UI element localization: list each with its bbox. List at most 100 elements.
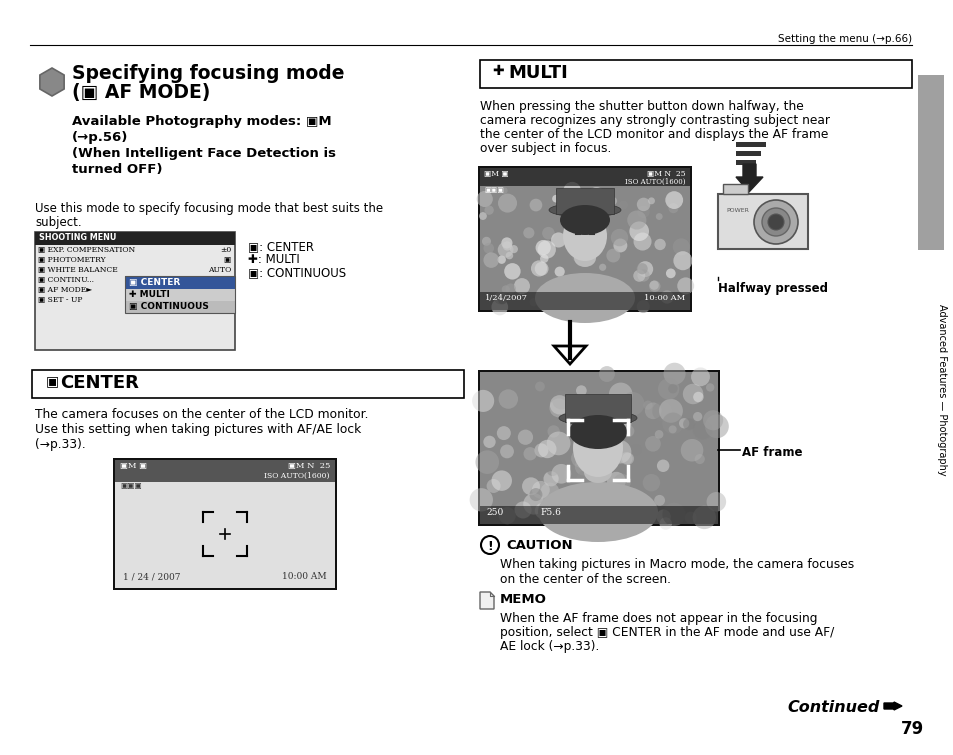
- Polygon shape: [40, 68, 64, 96]
- Ellipse shape: [537, 482, 658, 542]
- Circle shape: [497, 295, 507, 304]
- Circle shape: [607, 440, 631, 464]
- Circle shape: [563, 282, 579, 297]
- Circle shape: [613, 473, 630, 492]
- Circle shape: [567, 399, 587, 418]
- Bar: [479, 506, 718, 524]
- Bar: [479, 60, 911, 88]
- Circle shape: [505, 283, 516, 294]
- Circle shape: [677, 277, 694, 294]
- Text: ▣ AF MODE►: ▣ AF MODE►: [38, 286, 92, 294]
- Ellipse shape: [568, 415, 626, 449]
- Circle shape: [659, 399, 682, 423]
- Text: POWER: POWER: [725, 208, 748, 213]
- Circle shape: [500, 237, 512, 248]
- Circle shape: [561, 300, 580, 319]
- Text: CENTER: CENTER: [60, 374, 139, 392]
- Bar: [115, 460, 335, 588]
- Circle shape: [571, 449, 589, 467]
- Circle shape: [514, 501, 531, 519]
- Text: ▣ CONTINUOUS: ▣ CONTINUOUS: [129, 302, 209, 311]
- Circle shape: [673, 251, 692, 270]
- Circle shape: [627, 211, 646, 230]
- Ellipse shape: [574, 249, 596, 267]
- Circle shape: [497, 193, 517, 213]
- Circle shape: [633, 233, 651, 251]
- Circle shape: [552, 390, 570, 409]
- Circle shape: [592, 450, 608, 466]
- Bar: [479, 292, 689, 310]
- Circle shape: [647, 197, 655, 205]
- Circle shape: [481, 237, 491, 246]
- Circle shape: [615, 513, 625, 524]
- Circle shape: [636, 300, 649, 313]
- Circle shape: [575, 281, 580, 287]
- Text: turned OFF): turned OFF): [71, 163, 162, 176]
- Text: AE lock (→p.33).: AE lock (→p.33).: [499, 640, 598, 653]
- Circle shape: [480, 536, 498, 554]
- Circle shape: [629, 221, 648, 241]
- Ellipse shape: [583, 461, 612, 483]
- Circle shape: [598, 515, 609, 525]
- Text: ▣▣▣: ▣▣▣: [120, 482, 142, 490]
- Circle shape: [549, 395, 569, 414]
- Circle shape: [663, 362, 685, 385]
- Text: Halfway pressed: Halfway pressed: [718, 282, 827, 295]
- Circle shape: [680, 439, 702, 461]
- Bar: [718, 194, 807, 249]
- Text: over subject in focus.: over subject in focus.: [479, 142, 611, 155]
- Circle shape: [598, 263, 605, 271]
- Circle shape: [598, 416, 611, 429]
- Circle shape: [551, 233, 565, 248]
- Circle shape: [576, 469, 599, 493]
- Text: F5.6: F5.6: [539, 508, 560, 517]
- Circle shape: [598, 366, 615, 382]
- Text: When pressing the shutter button down halfway, the: When pressing the shutter button down ha…: [479, 100, 803, 113]
- Circle shape: [532, 481, 549, 499]
- Circle shape: [657, 460, 669, 472]
- Circle shape: [573, 427, 583, 436]
- Circle shape: [664, 191, 682, 209]
- Circle shape: [576, 385, 586, 396]
- Circle shape: [608, 282, 620, 294]
- Circle shape: [684, 512, 696, 524]
- Circle shape: [535, 240, 550, 255]
- Circle shape: [509, 245, 517, 253]
- Circle shape: [704, 414, 728, 438]
- Circle shape: [609, 197, 617, 205]
- Circle shape: [672, 239, 689, 255]
- Circle shape: [498, 390, 517, 408]
- Text: ISO AUTO(1600): ISO AUTO(1600): [264, 472, 330, 480]
- Text: ▣M N  25: ▣M N 25: [287, 462, 330, 470]
- Circle shape: [587, 224, 605, 242]
- Text: MULTI: MULTI: [507, 64, 567, 82]
- Bar: [125, 276, 234, 313]
- Text: ▣ WHITE BALANCE: ▣ WHITE BALANCE: [38, 266, 117, 274]
- Circle shape: [565, 493, 583, 512]
- Text: ▣ CONTINU...: ▣ CONTINU...: [38, 276, 94, 284]
- Text: AF frame: AF frame: [741, 446, 801, 459]
- Circle shape: [537, 240, 556, 259]
- Circle shape: [575, 450, 593, 468]
- Text: ▣: CONTINUOUS: ▣: CONTINUOUS: [248, 266, 346, 279]
- Circle shape: [637, 261, 653, 277]
- Bar: [735, 160, 755, 165]
- Circle shape: [494, 292, 506, 304]
- Circle shape: [570, 214, 579, 223]
- Bar: [479, 372, 718, 524]
- Circle shape: [596, 458, 614, 476]
- Circle shape: [600, 291, 610, 299]
- Circle shape: [535, 381, 544, 391]
- Circle shape: [580, 192, 598, 209]
- Circle shape: [476, 191, 493, 207]
- Circle shape: [753, 200, 797, 244]
- Circle shape: [610, 414, 631, 434]
- Text: ✚: MULTI: ✚: MULTI: [248, 253, 299, 266]
- Circle shape: [644, 402, 660, 419]
- Text: ▣: ▣: [224, 256, 231, 264]
- Ellipse shape: [573, 419, 622, 477]
- Text: ▣M ▣: ▣M ▣: [483, 170, 508, 178]
- Circle shape: [497, 242, 513, 257]
- Circle shape: [610, 414, 620, 424]
- Text: camera recognizes any strongly contrasting subject near: camera recognizes any strongly contrasti…: [479, 114, 829, 127]
